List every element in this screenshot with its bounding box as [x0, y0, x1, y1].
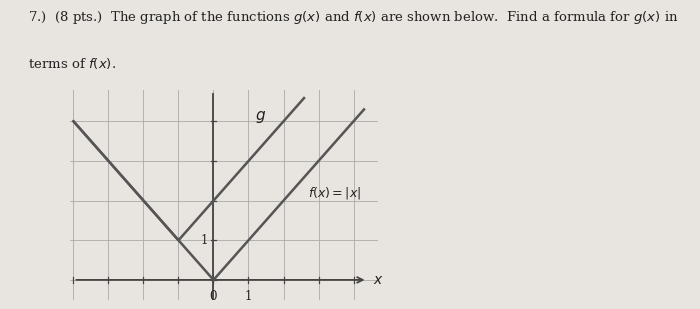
Text: $f(x) = |x|$: $f(x) = |x|$	[308, 185, 361, 201]
Text: terms of $f(x)$.: terms of $f(x)$.	[28, 56, 116, 71]
Text: 1: 1	[245, 290, 252, 303]
Text: $g$: $g$	[256, 109, 267, 125]
Text: 7.)  (8 pts.)  The graph of the functions $g(x)$ and $f(x)$ are shown below.  Fi: 7.) (8 pts.) The graph of the functions …	[28, 9, 678, 26]
Text: 0: 0	[210, 290, 217, 303]
Text: 1: 1	[201, 234, 209, 247]
Text: $x$: $x$	[372, 273, 384, 287]
